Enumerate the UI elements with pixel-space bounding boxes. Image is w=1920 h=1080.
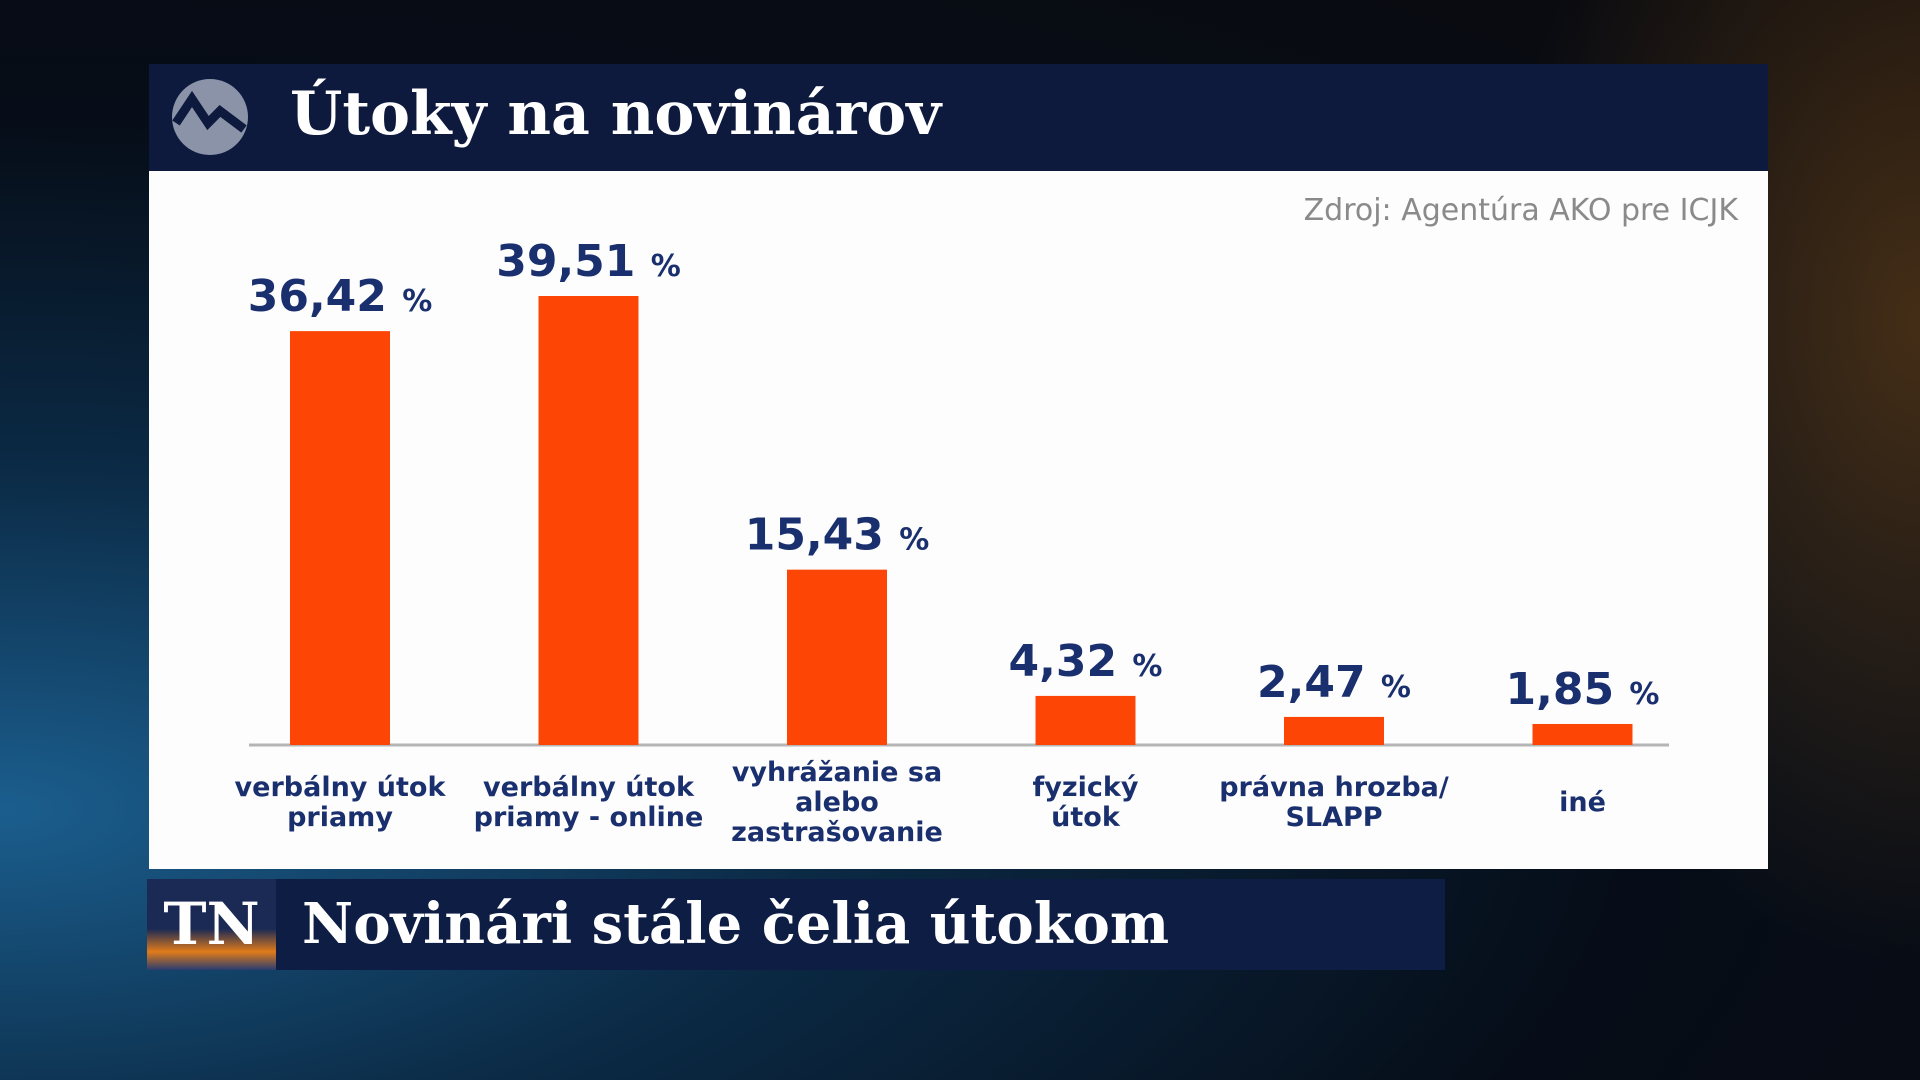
x-tick-label: fyzický útok [1032,772,1139,833]
value-label: 39,51 % [496,236,681,287]
x-tick-label: právna hrozba/ SLAPP [1219,772,1449,833]
x-tick-label: vyhrážanie sa alebo zastrašovanie [731,757,943,848]
value-label: 1,85 % [1506,664,1660,715]
bar [1284,716,1384,745]
source-note: Zdroj: Agentúra AKO pre ICJK [1303,193,1738,228]
header-bar [149,64,1768,171]
value-label: 2,47 % [1257,657,1411,708]
chart-title: Útoky na novinárov [290,79,942,149]
value-label: 15,43 % [745,510,930,561]
bar [1532,723,1633,745]
x-tick-label: iné [1559,787,1606,818]
ticker-bar [147,879,1445,970]
chart-panel [149,171,1768,869]
bar [1035,695,1136,745]
bar [290,331,390,745]
bar [538,296,639,745]
x-tick-label: verbálny útok priamy [234,772,446,833]
value-label: 4,32 % [1009,636,1163,687]
value-label: 36,42 % [248,271,433,322]
ticker-logo: TN [147,879,276,970]
ticker-headline: Novinári stále čelia útokom [302,891,1170,957]
bar [787,569,887,745]
x-tick-label: verbálny útok priamy - online [473,772,704,833]
channel-logo [172,79,248,155]
